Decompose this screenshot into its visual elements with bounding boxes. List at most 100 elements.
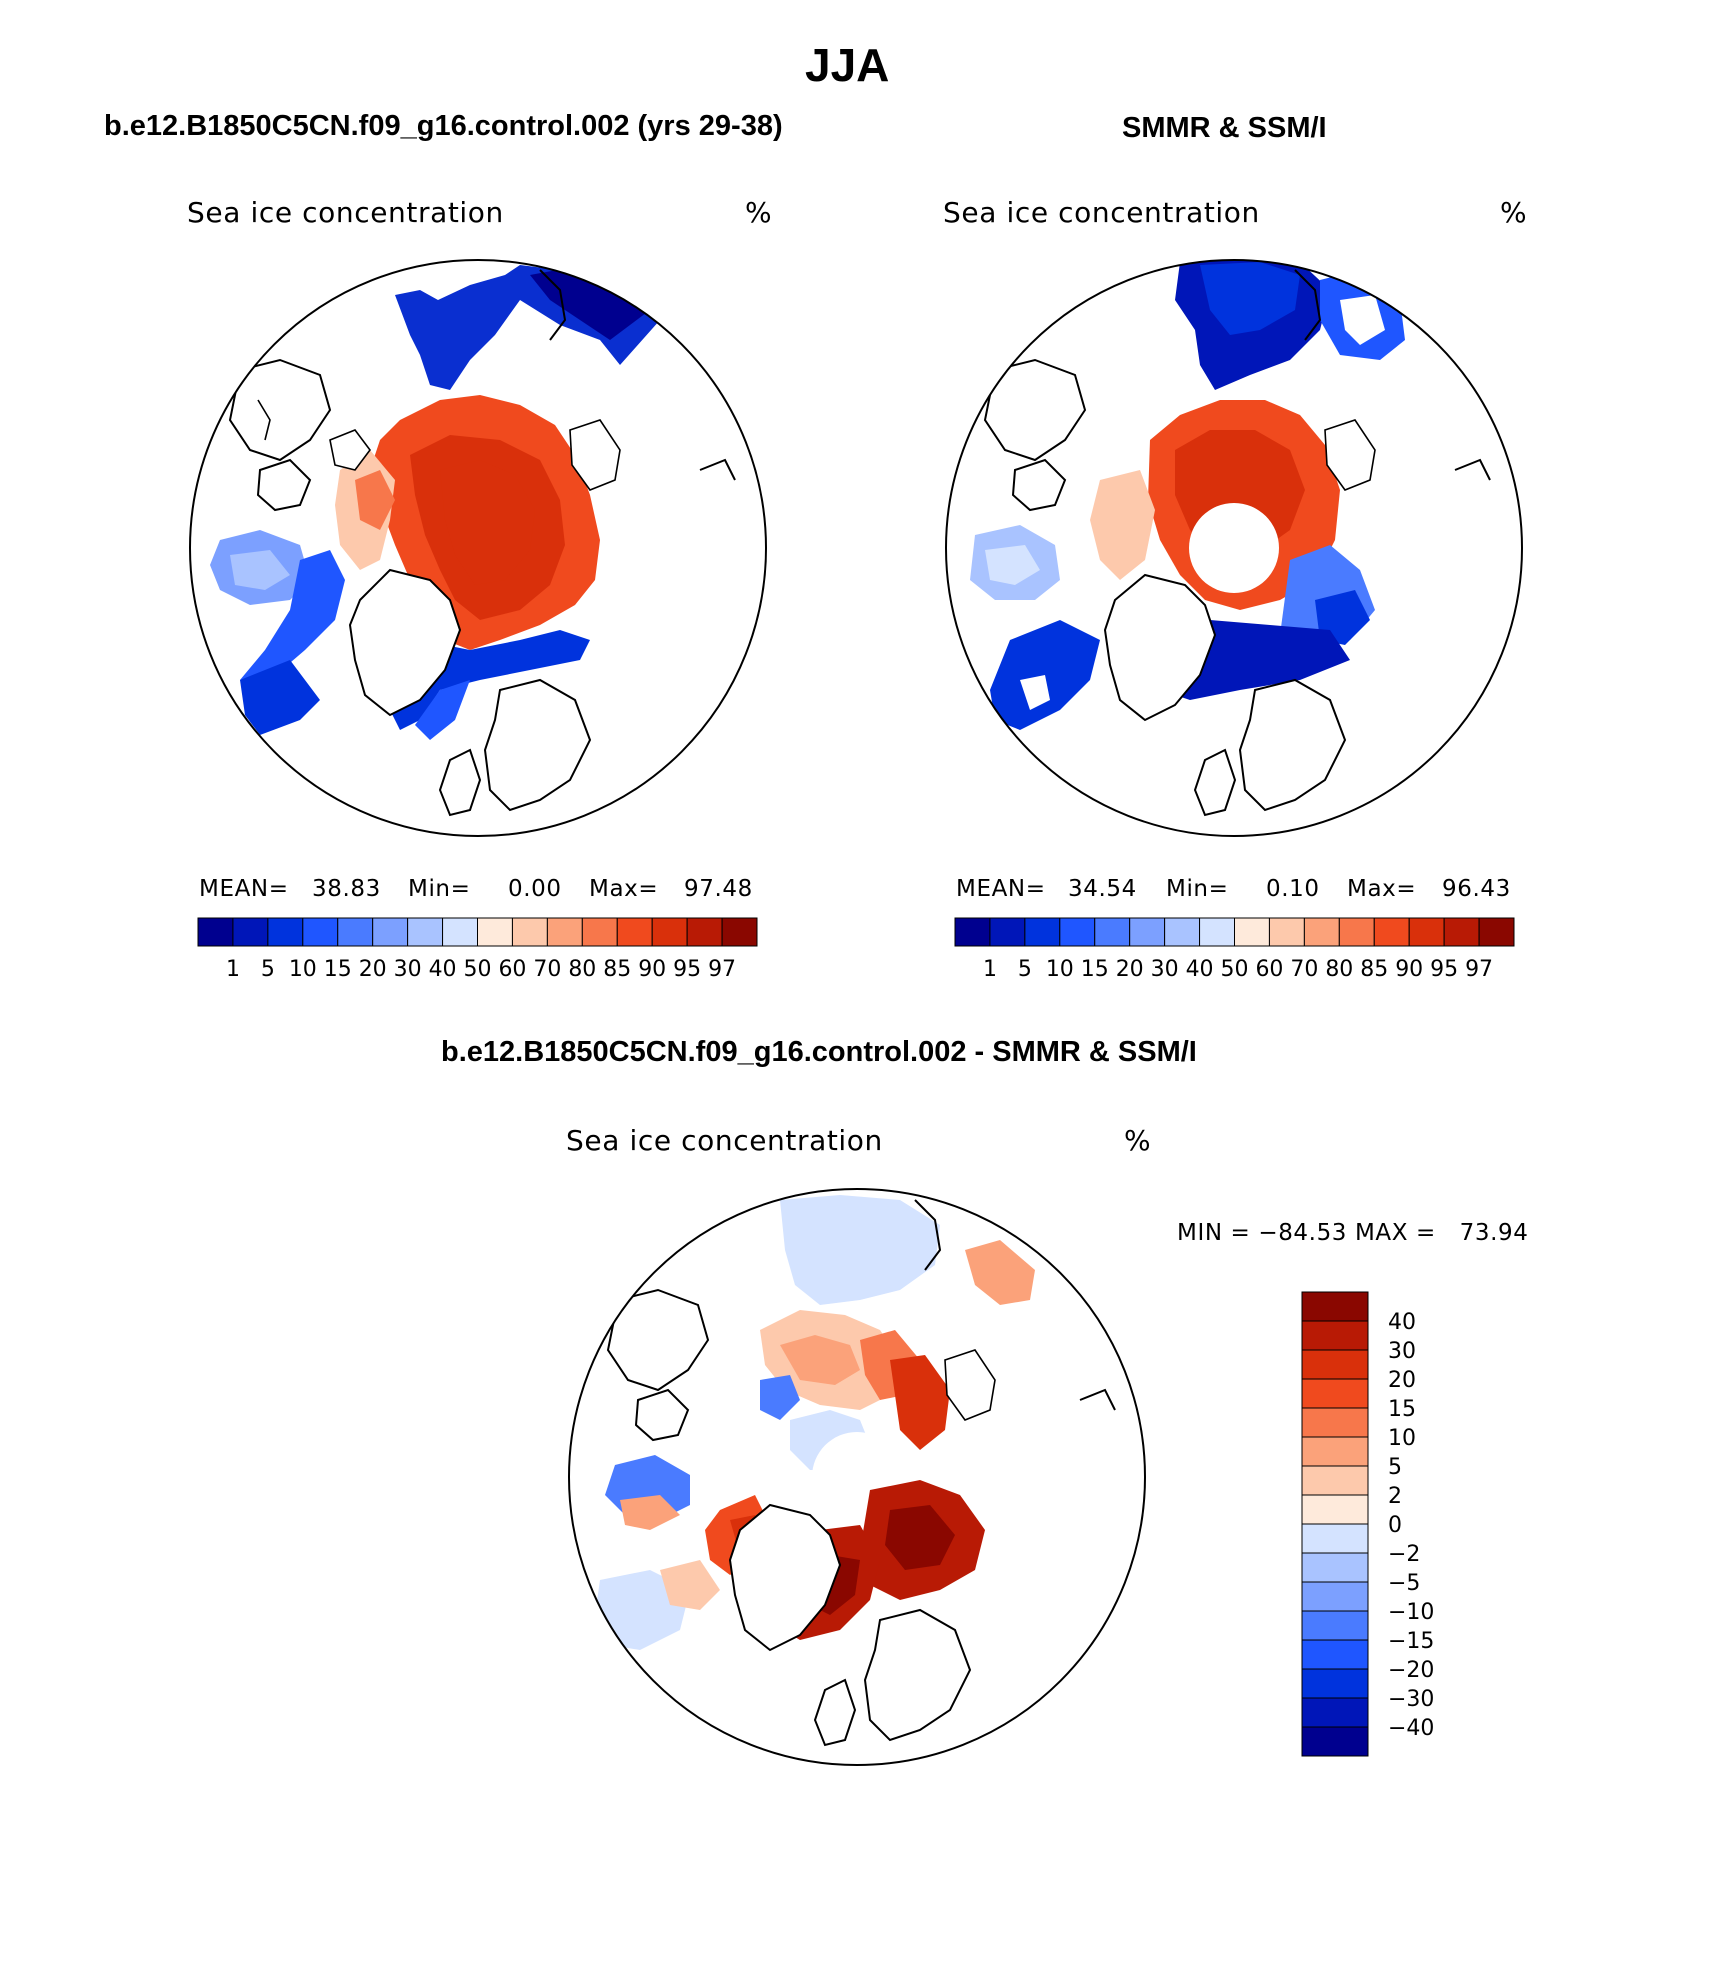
colorbar-panel-3-swatch	[1301, 1465, 1369, 1496]
colorbar-panel-1-tick-label: 60	[498, 957, 526, 982]
panel-1-min-label: Min=	[408, 876, 471, 902]
colorbar-panel-1-tick-label: 1	[226, 957, 240, 982]
colorbar-panel-2-swatch	[1443, 917, 1480, 947]
panel-2-mean-value: 34.54	[1068, 876, 1137, 902]
colorbar-panel-2-swatch	[1024, 917, 1061, 947]
colorbar-panel-1-swatch	[267, 917, 304, 947]
colorbar-panel-3-swatch	[1301, 1668, 1369, 1699]
colorbar-panel-2-swatch	[1234, 917, 1270, 947]
colorbar-panel-2-tick-label: 30	[1151, 957, 1179, 982]
colorbar-panel-2-tick-label: 20	[1116, 957, 1144, 982]
panel-3-units-label: %	[1124, 1124, 1152, 1157]
colorbar-panel-2-swatch	[1059, 917, 1096, 947]
colorbar-panel-1-swatch	[302, 917, 339, 947]
colorbar-panel-3-swatch	[1301, 1523, 1369, 1554]
colorbar-panel-3-tick-label: −20	[1388, 1658, 1434, 1683]
colorbar-panel-1-tick-label: 20	[359, 957, 387, 982]
colorbar-panel-1-tick-label: 85	[603, 957, 631, 982]
panel-3-variable-label: Sea ice concentration	[566, 1124, 883, 1157]
colorbar-panel-2-tick-label: 40	[1186, 957, 1214, 982]
colorbar-panel-1-swatch	[721, 917, 758, 947]
colorbar-panel-1-swatch	[651, 917, 688, 947]
colorbar-panel-3-tick-label: −30	[1388, 1687, 1434, 1712]
colorbar-panel-3-swatch	[1301, 1581, 1369, 1612]
colorbar-panel-3-swatch	[1301, 1552, 1369, 1583]
panel-2-title: SMMR & SSM/I	[1122, 112, 1327, 144]
panel-2-mean-label: MEAN=	[956, 876, 1046, 902]
colorbar-panel-3-swatch	[1301, 1407, 1369, 1438]
panel-1-min-value: 0.00	[508, 876, 562, 902]
colorbar-panel-2-swatch	[1199, 917, 1235, 947]
colorbar-panel-2-tick-label: 70	[1290, 957, 1318, 982]
colorbar-panel-3-tick-label: 10	[1388, 1426, 1416, 1451]
colorbar-panel-1-tick-label: 95	[673, 957, 701, 982]
colorbar-panel-2-tick-label: 90	[1395, 957, 1423, 982]
colorbar-panel-1-swatch	[232, 917, 269, 947]
colorbar-panel-3-tick-label: 15	[1388, 1397, 1416, 1422]
colorbar-panel-1-tick-label: 97	[708, 957, 736, 982]
colorbar-panel-3-swatch	[1301, 1436, 1369, 1467]
colorbar-panel-2-swatch	[1129, 917, 1166, 947]
panel-1-max-value: 97.48	[684, 876, 753, 902]
colorbar-panel-1-swatch	[686, 917, 723, 947]
colorbar-panel-1-tick-label: 30	[394, 957, 422, 982]
colorbar-panel-2-tick-label: 1	[983, 957, 997, 982]
colorbar-panel-3-tick-label: 20	[1388, 1368, 1416, 1393]
colorbar-panel-2-swatch	[1268, 917, 1305, 947]
panel-3-title: b.e12.B1850C5CN.f09_g16.control.002 - SM…	[441, 1036, 1197, 1068]
colorbar-panel-1-tick-label: 5	[261, 957, 275, 982]
panel-2-min-value: 0.10	[1266, 876, 1320, 902]
panel-1-mean-value: 38.83	[312, 876, 381, 902]
colorbar-panel-3-swatch	[1301, 1726, 1369, 1757]
colorbar-panel-2-tick-label: 80	[1325, 957, 1353, 982]
colorbar-panel-1-tick-label: 10	[289, 957, 317, 982]
colorbar-panel-3-tick-label: −2	[1388, 1542, 1420, 1567]
colorbar-panel-3-tick-label: 5	[1388, 1455, 1402, 1480]
panel-1-mean-label: MEAN=	[199, 876, 289, 902]
panel-2-variable-label: Sea ice concentration	[943, 196, 1260, 229]
colorbar-panel-2-swatch	[1094, 917, 1131, 947]
colorbar-panel-2-tick-label: 95	[1430, 957, 1458, 982]
colorbar-panel-3-tick-label: 0	[1388, 1513, 1402, 1538]
colorbar-panel-2-tick-label: 10	[1046, 957, 1074, 982]
colorbar-panel-1-swatch	[407, 917, 444, 947]
colorbar-panel-1-tick-label: 50	[464, 957, 492, 982]
colorbar-panel-2-tick-label: 85	[1360, 957, 1388, 982]
colorbar-panel-3-tick-label: −5	[1388, 1571, 1420, 1596]
map-panel-3-outline	[568, 1188, 1146, 1766]
colorbar-panel-1-swatch	[616, 917, 653, 947]
panel-3-minmax-line: MIN = −84.53 MAX = 73.94	[1177, 1220, 1529, 1246]
colorbar-panel-1: 1 5 10 15 20 30 40 50 60 70 80 85 90 95 97	[197, 917, 758, 982]
panel-1-units-label: %	[745, 196, 773, 229]
panel-1-variable-label: Sea ice concentration	[187, 196, 504, 229]
colorbar-panel-2-swatch	[1303, 917, 1340, 947]
map-panel-2-field	[970, 260, 1491, 817]
colorbar-panel-1-tick-label: 80	[568, 957, 596, 982]
colorbar-panel-1-swatch	[197, 917, 234, 947]
colorbar-panel-3-swatch	[1301, 1349, 1369, 1380]
colorbar-panel-1-tick-label: 40	[429, 957, 457, 982]
colorbar-panel-2-tick-label: 97	[1465, 957, 1493, 982]
colorbar-panel-2-tick-label: 5	[1018, 957, 1032, 982]
colorbar-panel-3-swatch	[1301, 1610, 1369, 1641]
colorbar-panel-1-swatch	[546, 917, 583, 947]
colorbar-panel-2-tick-label: 15	[1081, 957, 1109, 982]
panel-2-max-label: Max=	[1347, 876, 1417, 902]
colorbar-panel-2-swatch	[989, 917, 1026, 947]
page-title: JJA	[805, 39, 890, 91]
panel-2-min-label: Min=	[1166, 876, 1229, 902]
colorbar-panel-1-tick-label: 90	[638, 957, 666, 982]
colorbar-panel-2-swatch	[954, 917, 991, 947]
colorbar-panel-2-tick-label: 60	[1255, 957, 1283, 982]
colorbar-panel-1-swatch	[511, 917, 548, 947]
colorbar-panel-3-tick-label: −10	[1388, 1600, 1434, 1625]
colorbar-panel-3-swatch	[1301, 1494, 1369, 1525]
map-panel-1-field	[210, 262, 736, 817]
map-panel-1	[189, 259, 767, 837]
colorbar-panel-1-swatch	[442, 917, 478, 947]
colorbar-panel-1-tick-label: 15	[324, 957, 352, 982]
colorbar-panel-2: 1 5 10 15 20 30 40 50 60 70 80 85 90 95 97	[954, 917, 1515, 982]
colorbar-panel-3-tick-label: 2	[1388, 1484, 1402, 1509]
map-panel-3	[568, 1188, 1146, 1766]
